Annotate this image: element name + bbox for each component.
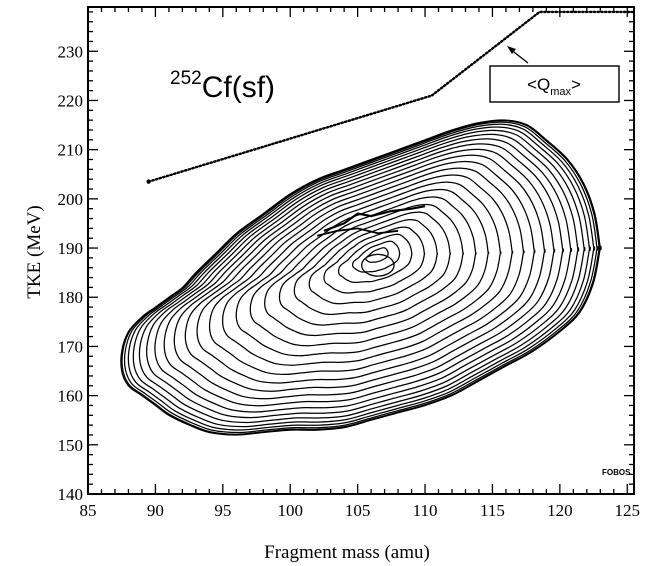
x-tick-label: 125 — [615, 501, 641, 520]
reaction-label: 252Cf(sf) — [170, 68, 275, 104]
contour-line — [264, 196, 477, 337]
contour-line — [308, 219, 439, 305]
qmax-label-close: > — [571, 75, 581, 94]
plot-frame — [87, 6, 635, 495]
contour-line — [173, 148, 556, 400]
contour-line — [249, 188, 490, 347]
qmax-label-open: <Q — [527, 75, 550, 94]
y-tick-label: 140 — [58, 485, 84, 504]
contour-line — [293, 211, 451, 316]
contour-line — [337, 233, 413, 284]
qmax-arrowhead — [507, 46, 516, 54]
y-tick-label: 220 — [58, 91, 84, 110]
axes — [87, 6, 635, 495]
x-tick-label: 110 — [413, 501, 438, 520]
reaction-mass-number: 252 — [170, 68, 202, 89]
x-tick-label: 95 — [214, 501, 231, 520]
contour-line — [278, 203, 464, 326]
contour-line — [138, 129, 586, 424]
contour-peak — [361, 253, 395, 277]
qmax-start-point — [146, 179, 151, 184]
contour-line — [163, 143, 565, 407]
contour-line — [127, 123, 596, 431]
y-axis-title: TKE (MeV) — [24, 205, 45, 298]
contour-line — [323, 226, 426, 294]
qmax-label-sub: max — [550, 86, 571, 98]
contour-line — [222, 174, 514, 366]
contour-line — [154, 138, 573, 413]
x-tick-label: 100 — [277, 501, 303, 520]
contour-line — [352, 240, 401, 273]
y-tick-label: 160 — [58, 387, 84, 406]
y-tick-label: 200 — [58, 190, 84, 209]
tick-labels: 85 90 95 100 105 110 115 120 125 140 150 160 170 180 1… — [58, 42, 641, 520]
detector-label: FOBOS — [602, 468, 631, 477]
x-tick-label: 120 — [547, 501, 573, 520]
contour-lines — [120, 119, 602, 436]
qmax-label-box — [489, 65, 620, 103]
contour-line — [146, 133, 580, 419]
x-axis-title: Fragment mass (amu) — [264, 542, 430, 563]
contour-line — [235, 181, 502, 357]
contour-line — [184, 154, 546, 392]
x-tick-label: 85 — [80, 501, 97, 520]
contour-line — [121, 120, 601, 435]
x-tick-label: 90 — [147, 501, 164, 520]
y-tick-label: 210 — [58, 141, 84, 160]
contour-ridge — [323, 205, 426, 232]
y-tick-label: 190 — [58, 239, 84, 258]
x-tick-label: 105 — [345, 501, 371, 520]
x-tick-label: 115 — [480, 501, 505, 520]
y-tick-label: 150 — [58, 436, 84, 455]
contour-line — [132, 126, 591, 428]
contour-line — [208, 167, 525, 376]
contour-line — [196, 160, 536, 384]
y-tick-label: 180 — [58, 288, 84, 307]
contour-ridge — [316, 227, 399, 237]
qmax-label: <Qmax> — [527, 75, 581, 98]
reaction-name: Cf(sf) — [202, 71, 275, 104]
contour-line — [123, 121, 599, 434]
y-tick-label: 170 — [58, 337, 84, 356]
y-tick-label: 230 — [58, 42, 84, 61]
